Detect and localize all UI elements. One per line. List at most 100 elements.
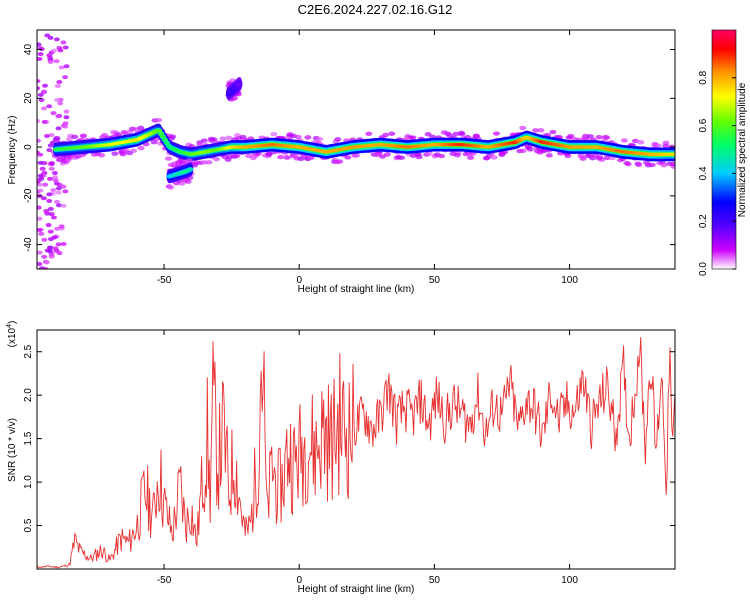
noise-cell [60, 203, 67, 208]
noise-cell [48, 132, 55, 137]
noise-cell [55, 242, 62, 247]
colorbar-label: Normalized spectral amplitude [737, 82, 748, 217]
noise-cell [48, 212, 55, 217]
noise-cell [37, 216, 43, 221]
ridge-halo-cell [467, 155, 475, 160]
noise-cell [37, 250, 43, 255]
ridge-halo-cell [635, 162, 643, 168]
plot-frame-bottom [36, 329, 676, 570]
noise-cell [52, 178, 59, 183]
colorbar-tick-label: 0.8 [698, 70, 709, 84]
ridge-halo-cell [71, 134, 79, 139]
top-xtick-label: 0 [296, 275, 302, 286]
ridge-halo-cell [579, 156, 587, 161]
noise-cell [46, 192, 53, 197]
ridge-halo-cell [492, 131, 500, 136]
noise-cell [60, 241, 67, 246]
ridge-halo-cell [297, 156, 305, 162]
bottom-ytick-label: 1.0 [23, 475, 34, 489]
noise-cell [37, 160, 44, 165]
noise-cell [41, 254, 48, 259]
top-xtick-label: 50 [429, 275, 441, 286]
top-axis-ticks: -50 0 50 100 -40 -20 0 20 40 [23, 30, 675, 286]
noise-cell [58, 65, 65, 70]
y-exponent-label: (x104) [6, 321, 18, 348]
noise-cell [56, 46, 63, 51]
ridge-halo-cell [388, 131, 396, 136]
ridge-halo-cell [670, 161, 675, 167]
ridge-halo-cell [283, 155, 291, 160]
noise-cell [37, 92, 44, 97]
noise-cell [37, 42, 42, 47]
noise-cell [48, 161, 55, 166]
ridge-halo-cell [472, 133, 480, 138]
bottom-xtick-label: 0 [296, 575, 302, 586]
ridge-halo-cell [137, 145, 145, 151]
ridge-halo-cell [519, 125, 527, 131]
ridge-halo-cell [453, 152, 461, 158]
ridge-cell [163, 141, 170, 145]
noise-cell [51, 170, 58, 175]
ridge-halo-cell [526, 147, 534, 152]
bottom-ytick-label: 2.5 [23, 344, 34, 358]
noise-cell [37, 52, 44, 57]
ridge-halo-cell [581, 135, 589, 140]
bottom-ylabel: SNR (10 * v/v) [7, 418, 18, 482]
noise-cell [53, 59, 60, 64]
noise-cell [41, 237, 48, 242]
noise-cell [54, 97, 61, 102]
noise-cell [37, 261, 43, 266]
noise-cell [43, 208, 50, 213]
ridge-halo-cell [130, 148, 138, 154]
bottom-ytick-label: 0.5 [23, 518, 34, 532]
noise-cell [37, 173, 44, 178]
ridge-cell [156, 129, 163, 133]
noise-cell [46, 53, 53, 58]
bottom-axis-ticks: -50 0 50 100 0.5 1.0 1.5 2.0 2.5 [23, 330, 675, 586]
noise-cell [47, 229, 54, 234]
ridge-halo-cell [415, 154, 423, 160]
noise-cell [55, 203, 62, 208]
ridge-halo-cell [595, 134, 603, 140]
ridge-halo-cell [654, 143, 662, 148]
ridge-halo-cell [545, 153, 553, 158]
noise-cell [63, 115, 70, 120]
colorbar: 0.0 0.2 0.4 0.6 0.8 Normalized spectral ampl… [698, 29, 748, 276]
colorbar-tick-label: 0.2 [698, 214, 709, 228]
noise-cell [54, 226, 61, 231]
ridge-cell [671, 152, 675, 156]
noise-cell [37, 118, 41, 123]
ridge-halo-cell [537, 128, 545, 133]
noise-cell [53, 199, 60, 204]
colorbar-tick-label: 0.6 [698, 118, 709, 132]
branch-halo-cell [167, 185, 175, 190]
noise-cell [37, 150, 41, 155]
ridge-halo-cell [620, 138, 628, 143]
noise-cell [50, 215, 57, 220]
noise-cell [55, 126, 62, 131]
noise-cell [50, 48, 57, 53]
colorbar-ticks: 0.0 0.2 0.4 0.6 0.8 [698, 70, 736, 276]
noise-cell [37, 79, 41, 84]
noise-cell [60, 184, 67, 189]
noise-cell [58, 224, 65, 229]
ridge-halo-cell [80, 133, 88, 139]
colorbar-gradient [712, 30, 736, 269]
ridge-halo-cell [111, 151, 119, 156]
noise-cell [62, 189, 69, 194]
noise-cell [62, 75, 69, 80]
ridge-halo-cell [452, 131, 460, 137]
noise-cell [47, 143, 54, 148]
ridge-halo-cell [603, 135, 611, 140]
top-ytick-label: -40 [23, 237, 34, 252]
noise-cell [47, 206, 54, 211]
noise-cell [37, 205, 42, 210]
noise-cell [62, 121, 69, 126]
bottom-xlabel: Height of straight line (km) [298, 584, 415, 595]
noise-cell [46, 148, 53, 153]
top-xtick-label: -50 [157, 275, 172, 286]
ridge-halo-cell [409, 135, 417, 140]
ridge-halo-cell [344, 155, 352, 160]
ridge-halo-cell [304, 135, 312, 140]
noise-cell [37, 228, 43, 233]
